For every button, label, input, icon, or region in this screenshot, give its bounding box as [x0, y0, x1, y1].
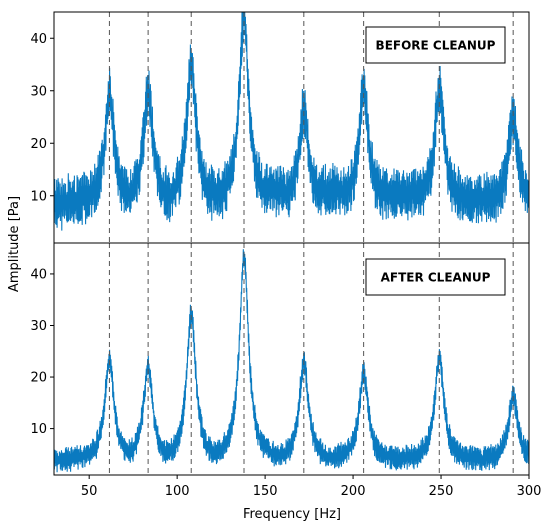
- signal-series-line: [54, 12, 529, 231]
- panel-label-box: [365, 258, 506, 296]
- peak-point: [512, 116, 515, 119]
- panel-label: BEFORE CLEANUP: [376, 39, 496, 53]
- x-axis-label: Frequency [Hz]: [243, 507, 341, 522]
- x-tick-label: 200: [341, 484, 366, 499]
- signal-series-line: [54, 249, 529, 473]
- y-tick-label: 20: [30, 371, 47, 386]
- peak-point: [190, 311, 193, 314]
- peak-point: [147, 363, 150, 366]
- panel-label: AFTER CLEANUP: [381, 271, 491, 285]
- panel-label-box: [365, 26, 506, 64]
- x-tick-label: 100: [165, 484, 190, 499]
- panel-before: 10 20 30 40 BEFORE CLEANUP: [30, 11, 530, 244]
- peak-point: [243, 254, 246, 257]
- peak-point: [438, 84, 441, 87]
- y-tick-label: 20: [30, 137, 47, 152]
- y-tick-label: 10: [30, 189, 47, 204]
- y-tick-label: 30: [30, 319, 47, 334]
- x-tick-label: 250: [429, 484, 454, 499]
- peak-point: [512, 394, 515, 397]
- peak-point: [190, 58, 193, 61]
- peak-point: [362, 370, 365, 373]
- x-tick-label: 50: [81, 484, 98, 499]
- plot-frame: [53, 242, 530, 476]
- x-tick-label: 300: [517, 484, 542, 499]
- peak-point: [302, 105, 305, 108]
- panel-after: 10 20 30 40 50 100 150 200 250 300 AFTER CLEANUP: [30, 242, 542, 499]
- y-tick-label: 40: [30, 32, 47, 47]
- panels: 10 20 30 40 BEFORE CLEANUP 10 20 30 40 50 100 150 20…: [30, 11, 542, 499]
- peak-point: [362, 84, 365, 87]
- x-tick-label: 150: [253, 484, 278, 499]
- y-tick-label: 40: [30, 267, 47, 282]
- peak-point: [108, 89, 111, 92]
- y-axis-label: Amplitude [Pa]: [7, 196, 22, 292]
- y-tick-label: 10: [30, 422, 47, 437]
- peak-point: [147, 87, 150, 90]
- peak-point: [438, 355, 441, 358]
- y-tick-label: 30: [30, 84, 47, 99]
- peak-point: [302, 360, 305, 363]
- peak-point: [108, 358, 111, 361]
